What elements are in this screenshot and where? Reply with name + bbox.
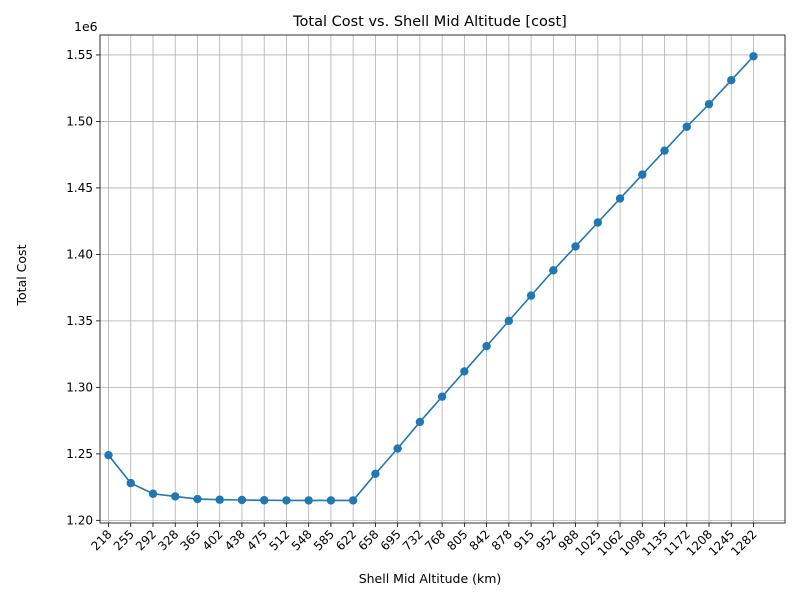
y-tick-label: 1.25 [66, 447, 93, 461]
x-tick-label: 952 [533, 527, 559, 553]
data-point [460, 367, 469, 376]
x-tick-label: 695 [378, 527, 404, 553]
x-tick-label: 255 [111, 527, 137, 553]
labels-layer: Total Cost vs. Shell Mid Altitude [cost]… [14, 14, 567, 586]
y-tick-label: 1.40 [66, 247, 93, 261]
x-tick-label: 768 [422, 527, 448, 553]
series-layer [104, 52, 758, 505]
data-point [437, 392, 447, 401]
y-tick-label: 1.30 [66, 380, 93, 394]
x-tick-label: 1282 [728, 527, 759, 558]
y-axis-scale-label: 1e6 [74, 19, 98, 34]
x-tick-label: 365 [177, 527, 203, 553]
data-point [549, 266, 558, 275]
y-tick-label: 1.50 [66, 114, 93, 128]
data-point [126, 478, 135, 488]
series-line [107, 55, 755, 502]
x-tick-label: 328 [155, 527, 181, 553]
x-tick-label: 292 [133, 527, 159, 553]
data-point [749, 52, 758, 61]
chart-title: Total Cost vs. Shell Mid Altitude [cost] [292, 14, 567, 30]
x-tick-label: 805 [444, 527, 470, 553]
data-point [638, 170, 647, 179]
data-point [393, 444, 402, 453]
x-tick-label: 622 [333, 527, 359, 553]
data-point [148, 489, 158, 498]
axes: 2182552923283654024384755125485856226586… [66, 34, 786, 559]
x-tick-label: 512 [266, 527, 292, 553]
x-tick-label: 548 [289, 527, 315, 553]
data-point [526, 291, 536, 300]
grid-lines [100, 35, 785, 523]
y-tick-label: 1.55 [66, 48, 93, 62]
data-point [504, 316, 514, 326]
data-point [215, 495, 224, 504]
y-tick-label: 1.20 [66, 513, 93, 527]
x-tick-label: 402 [200, 527, 226, 553]
data-point [193, 494, 202, 504]
data-point [371, 469, 380, 479]
data-point [348, 496, 358, 505]
x-tick-label: 915 [511, 527, 537, 553]
x-tick-label: 658 [355, 527, 381, 553]
x-tick-label: 475 [244, 527, 270, 553]
data-point [615, 194, 625, 203]
data-point [415, 417, 425, 427]
x-tick-label: 438 [222, 527, 248, 553]
y-axis-label: Total Cost [14, 244, 29, 306]
data-point [571, 242, 580, 251]
x-tick-label: 878 [489, 527, 515, 553]
x-tick-label: 732 [400, 527, 426, 553]
y-tick-label: 1.35 [66, 314, 93, 328]
data-point [704, 99, 714, 109]
x-axis-label: Shell Mid Altitude (km) [359, 571, 502, 586]
data-point [104, 450, 113, 460]
x-tick-label: 585 [311, 527, 337, 553]
data-point [171, 492, 180, 501]
data-point [727, 76, 736, 85]
data-point [326, 496, 336, 505]
plot-frame [99, 34, 786, 524]
data-point [259, 496, 269, 505]
data-point [660, 146, 669, 155]
data-point [304, 496, 313, 505]
x-tick-label: 842 [467, 527, 493, 553]
data-point [282, 496, 291, 505]
data-point [482, 341, 491, 351]
data-point [593, 218, 603, 227]
data-point [682, 122, 691, 131]
y-tick-label: 1.45 [66, 181, 93, 195]
x-tick-label: 218 [89, 527, 115, 553]
data-point [237, 495, 247, 505]
